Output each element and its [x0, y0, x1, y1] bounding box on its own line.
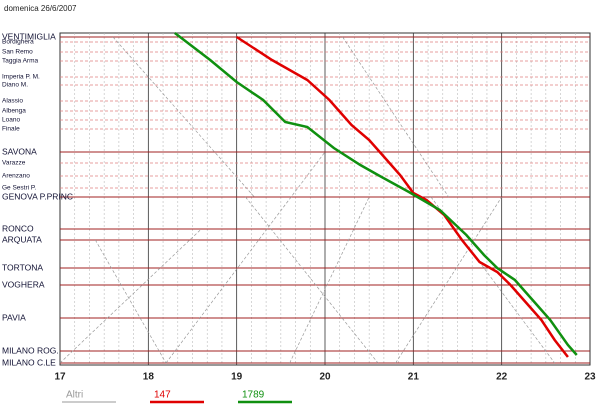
y-tick-label: Taggia Arma — [2, 58, 39, 65]
y-tick-label: Arenzano — [2, 173, 30, 180]
y-tick-label: RONCO — [2, 223, 34, 233]
x-tick-label: 22 — [496, 372, 508, 383]
x-tick-label: 21 — [408, 372, 420, 383]
y-tick-label: Diano M. — [2, 82, 28, 89]
y-tick-label: Varazze — [2, 160, 26, 167]
x-tick-label: 19 — [231, 372, 243, 383]
y-tick-label: Imperia P. M. — [2, 74, 40, 81]
y-tick-label: VOGHERA — [2, 279, 45, 289]
y-tick-label: ARQUATA — [2, 234, 42, 244]
y-tick-label: SAVONA — [2, 146, 37, 156]
y-tick-label: Bordighera — [2, 39, 34, 46]
x-tick-label: 20 — [319, 372, 331, 383]
y-tick-label: TORTONA — [2, 262, 43, 272]
y-tick-label: PAVIA — [2, 312, 26, 322]
x-tick-label: 23 — [584, 372, 596, 383]
x-tick-label: 17 — [54, 372, 66, 383]
x-tick-label: 18 — [143, 372, 155, 383]
legend-label: Altri — [66, 390, 83, 401]
y-tick-label: Albenga — [2, 108, 26, 115]
y-tick-label: MILANO C.LE — [2, 357, 56, 367]
y-tick-label: Alassio — [2, 98, 23, 105]
y-tick-label: San Remo — [2, 49, 33, 56]
series-line — [235, 35, 569, 358]
y-tick-label: Loano — [2, 117, 20, 124]
legend-label: 147 — [154, 390, 171, 401]
series-line — [59, 36, 555, 364]
y-tick-label: GENOVA P.PRINC — [2, 191, 73, 201]
y-tick-label: Finale — [2, 126, 20, 133]
y-tick-label: Ge Sestri P. — [2, 185, 36, 192]
chart-title: domenica 26/6/2007 — [4, 4, 77, 13]
series-line — [174, 32, 578, 356]
y-tick-label: VENTIMIGLIA — [2, 31, 56, 41]
y-tick-label: MILANO ROG. — [2, 345, 59, 355]
legend-label: 1789 — [242, 390, 265, 401]
